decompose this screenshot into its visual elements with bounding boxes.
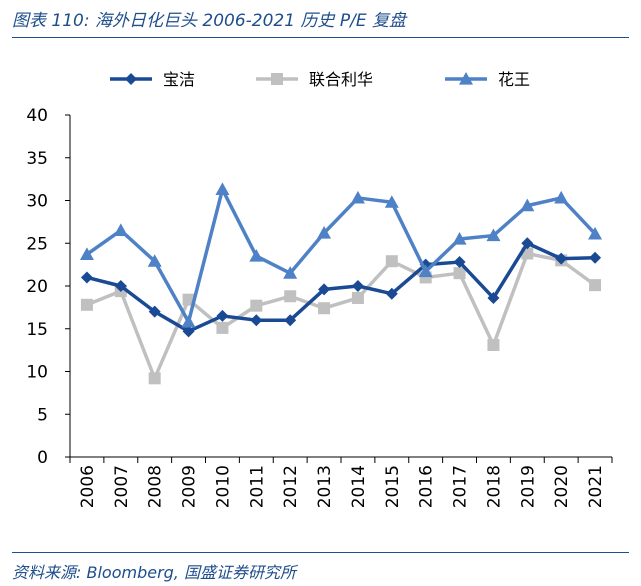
x-tick-label: 2016: [417, 465, 437, 508]
data-point: [284, 290, 297, 303]
data-point: [520, 198, 535, 212]
data-point: [385, 287, 398, 300]
source-rule: [12, 552, 629, 553]
data-point: [318, 302, 331, 315]
data-point: [182, 293, 195, 306]
data-point: [350, 190, 365, 204]
chart-series: [79, 182, 603, 385]
data-point: [216, 321, 229, 334]
data-point: [249, 249, 264, 262]
data-point: [216, 309, 229, 322]
data-point: [418, 264, 433, 278]
data-point: [521, 237, 534, 250]
x-tick-label: 2018: [484, 465, 504, 508]
data-point: [80, 271, 93, 284]
x-tick-label: 2014: [349, 465, 369, 508]
data-point: [79, 247, 94, 260]
data-point: [250, 299, 263, 312]
data-point: [250, 314, 263, 327]
y-tick-label: 35: [26, 149, 48, 169]
data-point: [351, 291, 364, 304]
data-point: [385, 255, 398, 268]
legend-swatch-marker: [125, 73, 137, 85]
data-point: [486, 228, 501, 242]
y-tick-label: 10: [26, 363, 48, 383]
y-tick-label: 25: [26, 234, 48, 254]
data-point: [589, 279, 602, 292]
series-line: [85, 187, 597, 324]
series-line: [86, 241, 596, 334]
data-point: [215, 182, 230, 195]
y-tick-label: 40: [26, 106, 48, 126]
x-tick-label: 2017: [451, 465, 471, 508]
series-line: [86, 251, 597, 381]
series-1: [80, 237, 602, 338]
x-tick-label: 2007: [112, 465, 132, 508]
chart-axes: 0 5 10 15 20 25 30 35 40 2006 2007 2008 2009 2010 2011…: [26, 106, 613, 508]
x-tick-label: 2010: [213, 465, 233, 508]
data-point: [182, 325, 195, 338]
x-tick-label: 2020: [552, 465, 572, 508]
x-tick-label: 2019: [518, 465, 538, 508]
data-point: [148, 372, 161, 385]
legend-item: 联合利华: [256, 70, 373, 89]
data-point: [148, 305, 161, 318]
legend-label: 宝洁: [163, 70, 195, 89]
x-tick-label: 2021: [586, 465, 606, 508]
x-tick-label: 2012: [281, 465, 301, 508]
series-2: [80, 247, 602, 385]
y-tick-label: 0: [37, 448, 48, 468]
data-point: [114, 280, 127, 292]
data-point: [487, 338, 500, 351]
legend-label: 花王: [498, 70, 530, 89]
legend-swatch-marker: [459, 72, 473, 85]
data-point: [452, 231, 467, 245]
legend-swatch-marker: [271, 73, 283, 85]
data-point: [554, 190, 569, 204]
data-point: [487, 291, 500, 304]
x-tick-label: 2008: [146, 465, 166, 508]
data-point: [283, 266, 298, 279]
y-tick-label: 20: [26, 277, 48, 297]
x-tick-label: 2011: [247, 465, 267, 508]
data-point: [351, 280, 364, 292]
y-tick-label: 5: [37, 405, 48, 425]
x-tick-label: 2006: [78, 465, 98, 508]
figure-source: 资料来源: Bloomberg, 国盛证券研究所: [12, 563, 296, 582]
figure-title: 图表 110: 海外日化巨头 2006-2021 历史 P/E 复盘: [12, 11, 406, 31]
data-point: [147, 254, 162, 267]
data-point: [80, 298, 93, 311]
x-tick-label: 2009: [180, 465, 200, 508]
legend-label: 联合利华: [309, 70, 373, 89]
data-point: [318, 283, 331, 296]
data-point: [588, 226, 603, 240]
y-tick-label: 15: [26, 320, 48, 340]
y-tick-label: 30: [26, 192, 48, 212]
data-point: [384, 195, 399, 208]
data-point: [284, 314, 297, 327]
legend-item: 宝洁: [110, 70, 195, 89]
data-point: [589, 251, 602, 264]
x-tick-label: 2015: [383, 465, 403, 508]
title-rule: [12, 37, 629, 38]
data-point: [181, 314, 196, 328]
data-point: [453, 267, 466, 280]
data-point: [453, 256, 466, 269]
x-tick-label: 2013: [315, 465, 335, 508]
legend-item: 花王: [445, 70, 530, 89]
chart-legend: 宝洁 联合利华 花王: [110, 70, 530, 89]
data-point: [113, 223, 128, 237]
data-point: [317, 225, 332, 239]
data-point: [555, 252, 568, 265]
series-3: [79, 182, 603, 328]
